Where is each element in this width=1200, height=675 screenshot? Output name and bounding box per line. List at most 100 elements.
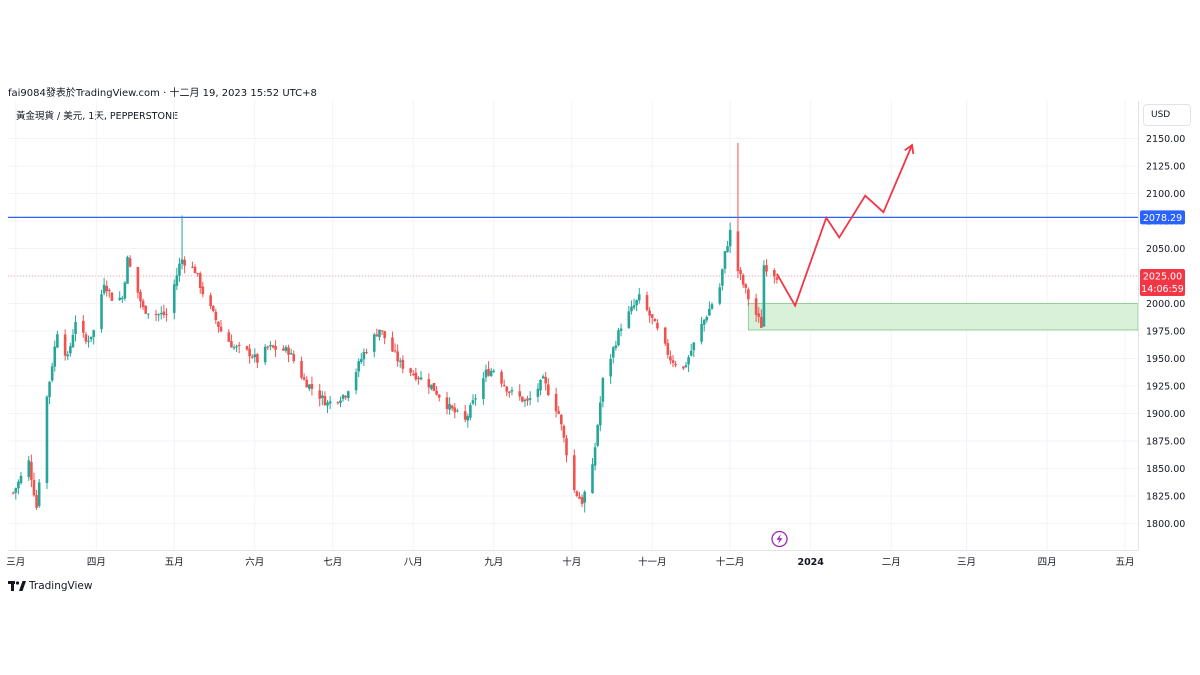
candle [271, 344, 275, 349]
candle-body [744, 284, 748, 288]
candle [172, 279, 176, 320]
currency-button[interactable]: USD [1143, 104, 1191, 126]
candle-body [437, 394, 441, 398]
candle [154, 309, 158, 322]
candle [754, 293, 758, 322]
candle-body [427, 379, 431, 388]
candle-body [87, 340, 90, 342]
x-tick-label: 九月 [484, 556, 503, 568]
candle-body [341, 394, 345, 399]
candle [17, 479, 20, 495]
flash-icon[interactable] [771, 530, 788, 548]
candle-body [487, 368, 490, 376]
candle [123, 280, 127, 301]
candle-body [287, 347, 290, 355]
candle-body [323, 396, 327, 406]
candle-body [601, 377, 605, 402]
candle-body [456, 410, 459, 412]
candle [762, 260, 766, 328]
resistance-badge [1140, 210, 1185, 225]
candle [596, 423, 599, 448]
candle [30, 454, 33, 488]
candle [705, 315, 709, 323]
candle [489, 367, 493, 378]
candle-body [380, 330, 384, 332]
candle [289, 348, 293, 355]
symbol-title[interactable]: 黃金現貨 / 美元, 1天, PEPPERSTONE [16, 111, 179, 122]
candle [144, 305, 147, 315]
candle [739, 267, 742, 281]
candle-body [271, 345, 275, 348]
candle [282, 345, 285, 352]
candle [671, 355, 675, 368]
candle-body [635, 300, 638, 306]
candle [645, 291, 649, 312]
candle-body [578, 496, 581, 499]
candle-body [235, 346, 238, 348]
candle-body [505, 386, 509, 392]
candle-body [84, 334, 88, 342]
last-price-label: 2025.00 [1143, 272, 1182, 283]
resistance-badge-label: 2078.29 [1143, 213, 1182, 224]
candle [146, 313, 150, 319]
candle-body [609, 358, 612, 377]
candle-body [123, 282, 127, 299]
candle-body [27, 460, 31, 478]
candle [744, 283, 748, 294]
candle-body [108, 289, 111, 292]
candle [383, 330, 386, 345]
candle-body [128, 258, 132, 267]
candle [619, 323, 623, 337]
candle [656, 319, 659, 331]
candle-body [136, 266, 140, 293]
candle [682, 366, 685, 371]
candle-body [89, 336, 93, 340]
candle [344, 394, 348, 400]
candle-body [523, 399, 527, 402]
candle [56, 330, 59, 349]
candle-body [383, 331, 386, 339]
candle-body [500, 371, 503, 384]
candle [66, 351, 70, 361]
candle-body [144, 305, 147, 314]
candle [437, 394, 441, 402]
candle-body [502, 384, 506, 386]
candle-body [237, 344, 241, 346]
candle-body [50, 366, 54, 381]
y-tick-label: 1850.00 [1146, 464, 1185, 475]
y-axis-ticks: 1800.00 1825.00 1850.00 1875.00 1900.00 1925.… [1146, 134, 1185, 530]
candle-body [430, 384, 433, 390]
candle-body [214, 311, 218, 321]
candle-body [211, 305, 215, 312]
candle [346, 390, 350, 402]
candle-body [726, 246, 729, 252]
candle-body [35, 495, 38, 508]
candle [141, 298, 145, 310]
x-tick-label: 十二月 [716, 556, 745, 568]
candle-body [326, 402, 329, 406]
candle-body [682, 366, 685, 369]
candle-body [591, 464, 594, 494]
candle-body [469, 405, 472, 418]
candle [721, 268, 724, 291]
candle [196, 272, 199, 277]
candle [248, 344, 251, 364]
candle-body [617, 330, 620, 346]
candle-body [419, 377, 423, 380]
candle [510, 386, 514, 396]
candle-body [583, 491, 586, 503]
candle-body [227, 332, 231, 342]
candle-body [175, 275, 179, 286]
candle [37, 478, 41, 508]
candle [505, 385, 509, 397]
candle [630, 300, 633, 315]
y-tick-label: 1875.00 [1146, 437, 1185, 448]
candle [760, 309, 763, 328]
tradingview-logo[interactable]: TradingView [8, 580, 92, 592]
candle-body [310, 384, 314, 389]
candle [354, 368, 358, 395]
candle [175, 267, 179, 291]
candle [250, 354, 254, 359]
